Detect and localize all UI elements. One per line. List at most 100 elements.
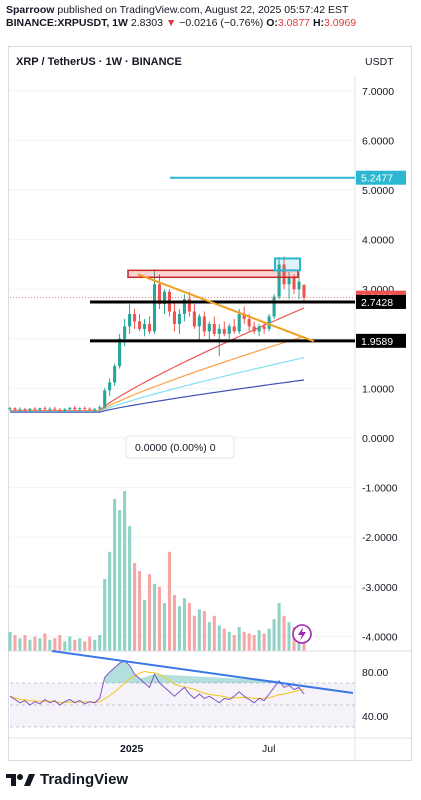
drawings[interactable] (10, 176, 355, 343)
price-tick-label: -4.0000 (362, 631, 398, 643)
moving-averages (10, 307, 305, 413)
candle-body (227, 326, 231, 334)
author-name: Sparroow (6, 4, 55, 16)
candle (282, 256, 286, 290)
candle-body (108, 382, 112, 391)
candle-body (152, 284, 157, 332)
volume-bar (113, 499, 117, 651)
tradingview-logo[interactable]: TradingView (6, 771, 128, 788)
candle (272, 294, 276, 319)
volume-bar (272, 619, 276, 651)
volume-bar (257, 630, 261, 651)
volume-bar (287, 622, 291, 651)
candle-body (128, 314, 132, 327)
candle (202, 311, 206, 337)
candle (68, 407, 72, 411)
candle (8, 406, 12, 411)
candle (108, 378, 112, 396)
candle (38, 407, 42, 412)
price-gridlines (10, 76, 356, 760)
candle-body (147, 323, 152, 332)
candle-body (192, 311, 196, 327)
volume-bar (212, 615, 216, 651)
candle-body (162, 291, 167, 305)
volume-bar (123, 491, 127, 651)
candle-body (262, 326, 266, 329)
candle-body (113, 366, 117, 383)
candle (297, 271, 301, 300)
candle-body (58, 409, 62, 411)
volume-bar (207, 622, 211, 651)
candle (287, 271, 291, 300)
candle (118, 333, 122, 369)
volume-bar (8, 631, 12, 651)
candle-body (8, 408, 12, 410)
candle (142, 318, 147, 337)
candle-body (207, 323, 211, 332)
volume-bar (73, 639, 77, 651)
volume-bar (227, 631, 231, 651)
candle-body (232, 326, 236, 332)
volume-bar (167, 551, 172, 651)
volume-bar (177, 606, 181, 651)
candle-body (23, 409, 27, 411)
rsi-trendline (51, 650, 354, 694)
volume-bar (222, 628, 226, 651)
volume-bars (8, 491, 306, 651)
candle-body (38, 408, 42, 410)
volume-bar (48, 639, 52, 651)
volume-bar (142, 599, 147, 651)
candle (88, 407, 92, 411)
candle (33, 407, 37, 411)
candle-body (53, 408, 57, 410)
candle-body (292, 276, 296, 290)
high-label: H: (312, 17, 325, 29)
volume-bar (277, 603, 281, 651)
volume-bar (43, 633, 47, 651)
price-tick-label: 0.0000 (362, 433, 394, 445)
rsi-line (9, 660, 305, 706)
candle (63, 408, 67, 413)
candle (232, 318, 236, 334)
candle (83, 406, 87, 410)
candle-body (257, 326, 261, 332)
open-label: O: (266, 17, 278, 29)
alert-icon[interactable] (292, 624, 312, 644)
volume-bar (128, 526, 132, 651)
candle (227, 323, 231, 339)
volume-bar (237, 627, 241, 651)
candle-body (242, 314, 246, 319)
price-tag-text: 1.9589 (361, 336, 393, 348)
volume-bar (152, 583, 157, 651)
open-value: 3.0877 (277, 17, 311, 29)
volume-bar (118, 510, 122, 651)
highlight-box (274, 257, 301, 272)
volume-bar (247, 633, 251, 651)
volume-bar (138, 571, 142, 651)
candle (93, 408, 97, 412)
candle (18, 407, 22, 412)
candle-body (237, 314, 241, 332)
candle-body (267, 316, 271, 329)
candle-body (48, 408, 52, 410)
candle (182, 294, 186, 322)
candle (187, 291, 191, 317)
publish-info: Sparroow published on TradingView.com, A… (6, 4, 348, 17)
candle-body (98, 407, 102, 409)
candle-body (297, 281, 301, 290)
volume-bar (68, 636, 72, 651)
resistance-zone (127, 269, 299, 279)
candle-body (68, 407, 72, 410)
price-tag-level-high: 5.2477 (356, 170, 406, 185)
volume-bar (33, 636, 37, 651)
volume-bar (78, 638, 82, 651)
time-axis: 2025 Jul (8, 737, 412, 755)
candle (13, 407, 17, 411)
price-tick-label: -2.0000 (362, 532, 398, 544)
price-tick-label: 5.0000 (362, 185, 394, 197)
candle-body (197, 316, 201, 327)
candle (147, 316, 152, 334)
volume-bar (262, 633, 266, 651)
candle-body (252, 326, 256, 332)
